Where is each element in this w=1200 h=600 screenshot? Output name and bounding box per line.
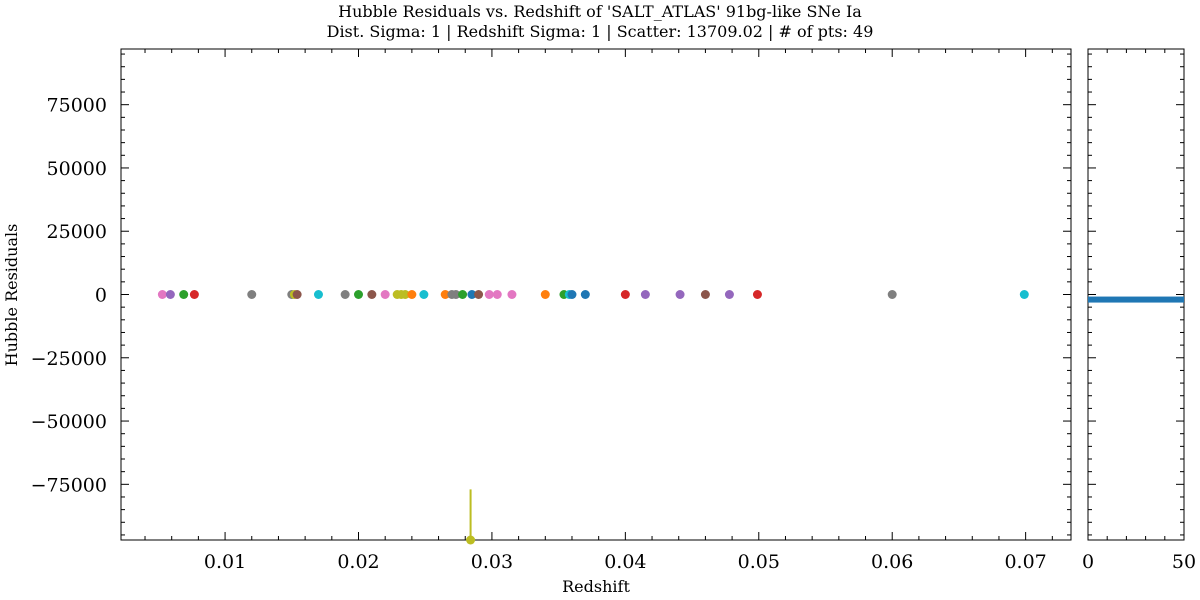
- data-points: [157, 290, 1029, 545]
- y-axis-label: Hubble Residuals: [2, 224, 21, 367]
- data-point: [620, 290, 630, 299]
- y-tick-label: −75000: [31, 474, 107, 496]
- data-point: [675, 290, 685, 299]
- data-point: [189, 290, 199, 299]
- x-tick-label: 0.04: [604, 551, 646, 573]
- data-point: [467, 290, 477, 299]
- data-point: [724, 290, 734, 299]
- y-tick-label: 0: [95, 285, 107, 307]
- data-point: [700, 290, 710, 299]
- y-tick-label: 75000: [47, 95, 107, 117]
- data-point: [440, 290, 450, 299]
- data-point: [367, 290, 377, 299]
- data-point: [474, 290, 484, 299]
- data-point: [640, 290, 650, 299]
- x-tick-label: 0.06: [871, 551, 913, 573]
- y-axis-ticks: 75000 50000 25000 0 −25000 −50000 −75000: [31, 53, 1071, 536]
- hist-tick-label: 0: [1082, 551, 1094, 573]
- histogram-bars: [1088, 296, 1184, 303]
- data-point: [451, 290, 461, 299]
- data-point: [507, 290, 517, 299]
- histogram-x-ticks: 0 50: [1082, 49, 1196, 573]
- data-point: [157, 290, 167, 299]
- data-point: [400, 290, 410, 299]
- data-point: [458, 290, 468, 299]
- data-point: [340, 290, 350, 299]
- y-tick-label: 50000: [47, 158, 107, 180]
- data-point: [419, 290, 429, 299]
- y-tick-label: 25000: [47, 221, 107, 243]
- y-tick-label: −25000: [31, 348, 107, 370]
- histogram-frame: [1087, 48, 1185, 541]
- data-point: [407, 290, 417, 299]
- data-point: [580, 290, 590, 299]
- hist-tick-label: 50: [1172, 551, 1196, 573]
- histogram-panel: 0 50: [1082, 48, 1196, 573]
- data-point: [540, 290, 550, 299]
- x-tick-label: 0.01: [204, 551, 246, 573]
- data-point: [354, 290, 363, 299]
- chart-title: Hubble Residuals vs. Redshift of 'SALT_A…: [338, 2, 862, 21]
- data-point: [313, 290, 323, 299]
- x-axis-ticks: 0.01 0.02 0.03 0.04 0.05 0.06 0.07: [144, 49, 1053, 573]
- data-point: [752, 290, 762, 299]
- data-point: [567, 290, 577, 299]
- data-point: [165, 290, 175, 299]
- y-tick-label: −50000: [31, 411, 107, 433]
- x-tick-label: 0.05: [738, 551, 780, 573]
- data-point: [887, 290, 897, 299]
- chart-subtitle: Dist. Sigma: 1 | Redshift Sigma: 1 | Sca…: [327, 22, 874, 41]
- data-point: [492, 290, 502, 299]
- data-point: [484, 290, 494, 299]
- data-point: [292, 290, 302, 299]
- data-point: [1019, 290, 1029, 299]
- data-point: [380, 290, 390, 299]
- x-axis-label: Redshift: [562, 577, 630, 596]
- x-tick-label: 0.07: [1004, 551, 1046, 573]
- main-plot-frame: [120, 48, 1072, 541]
- main-plot: 0.01 0.02 0.03 0.04 0.05 0.06 0.07 75000 50000 2…: [31, 48, 1072, 573]
- histogram-bar: [1088, 296, 1184, 303]
- x-tick-label: 0.03: [471, 551, 513, 573]
- data-point: [247, 290, 257, 299]
- data-point: [179, 290, 189, 299]
- data-point: [466, 535, 476, 545]
- x-tick-label: 0.02: [337, 551, 379, 573]
